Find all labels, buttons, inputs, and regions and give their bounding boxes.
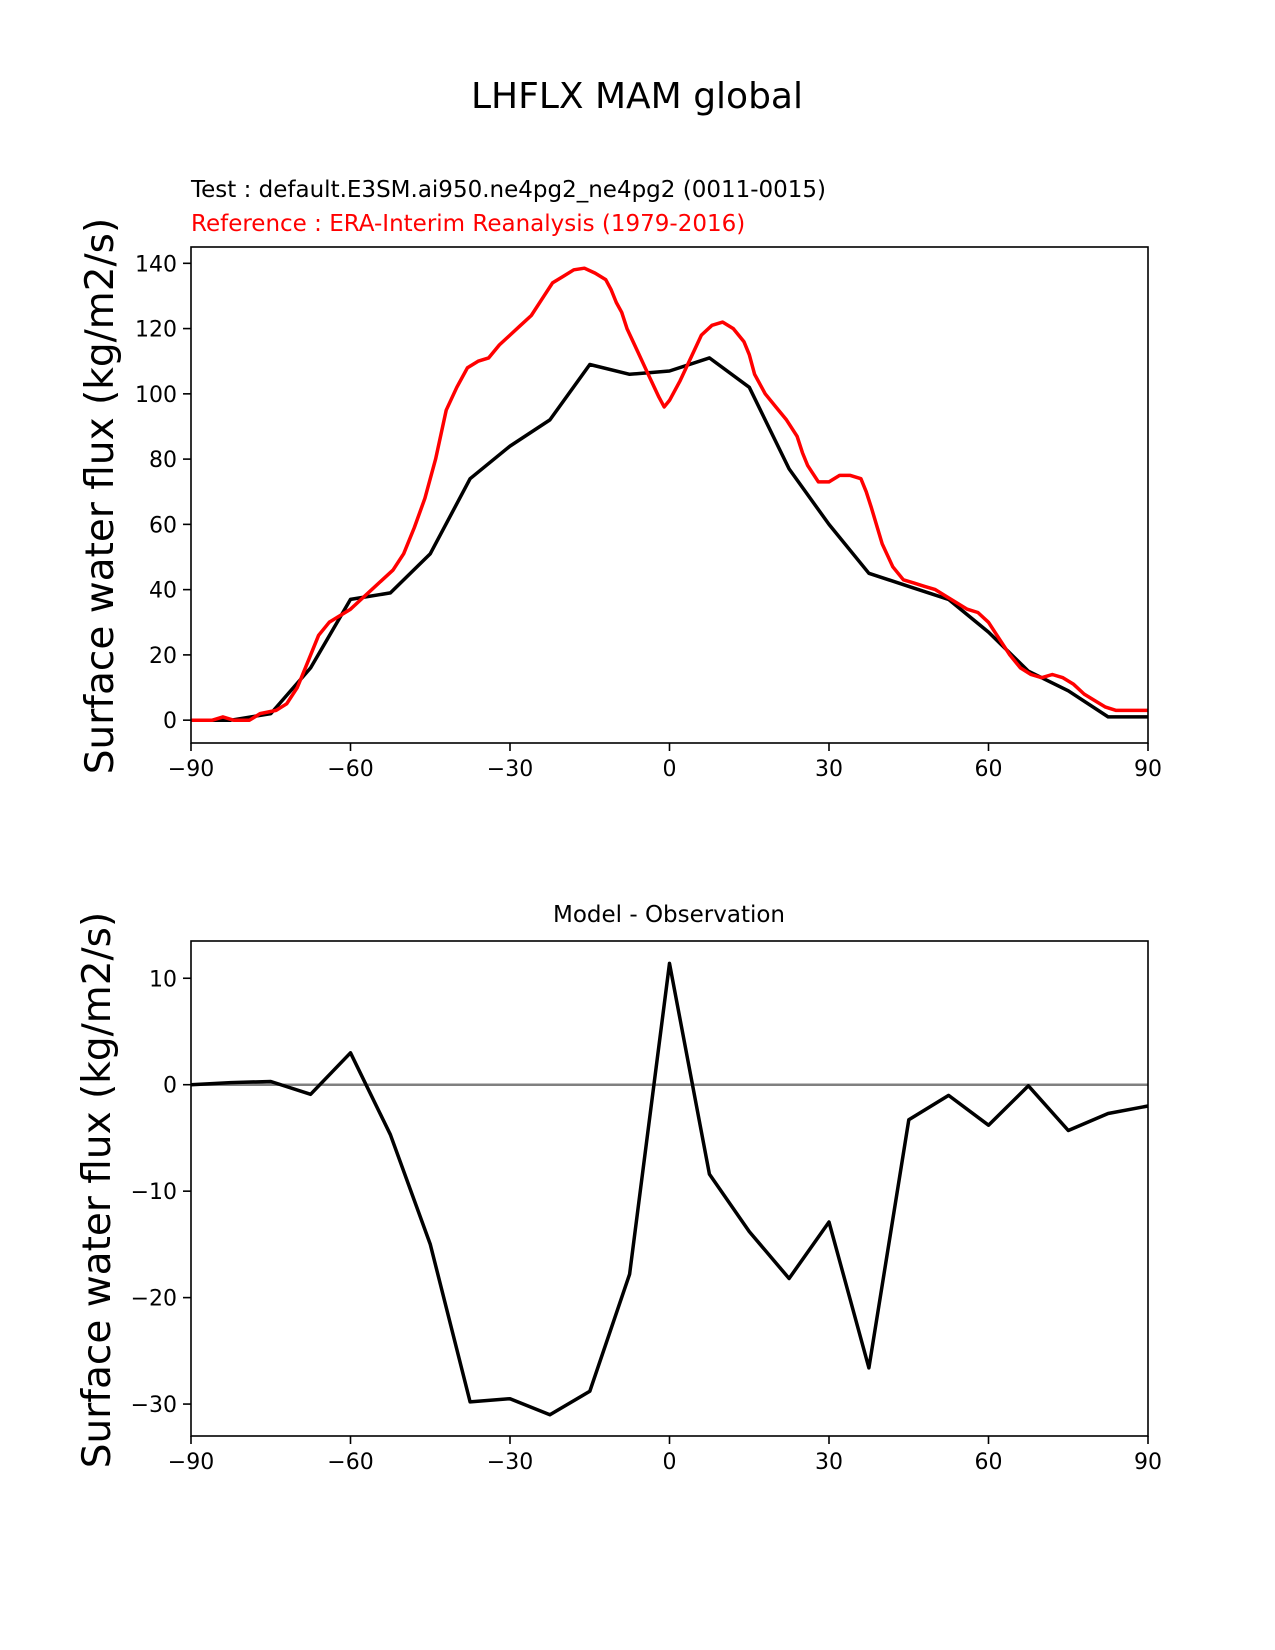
top-panel-x-tick-label: 90 (1134, 757, 1162, 782)
top-panel-y-tick-label: 120 (135, 318, 177, 343)
reference-label: Reference : ERA-Interim Reanalysis (1979… (191, 211, 745, 237)
top-panel: Test : default.E3SM.ai950.ne4pg2_ne4pg2 … (78, 177, 1162, 782)
top-panel-y-tick-label: 0 (163, 709, 177, 734)
top-panel-y-tick-label: 80 (149, 448, 177, 473)
top-y-axis-label: Surface water flux (kg/m2/s) (78, 218, 123, 774)
top-panel-x-tick-label: 30 (815, 757, 843, 782)
bottom-panel: Model - Observation Surface water flux (… (75, 902, 1162, 1475)
top-panel-x-tick-label: 0 (663, 757, 677, 782)
bottom-panel-y-tick-label: −20 (131, 1287, 177, 1312)
top-panel-y-tick-label: 40 (149, 579, 177, 604)
bottom-panel-x-tick-label: 0 (663, 1450, 677, 1475)
top-panel-x-tick-label: 60 (975, 757, 1003, 782)
bottom-panel-x-tick-label: 90 (1134, 1450, 1162, 1475)
bottom-panel-x-tick-label: −30 (487, 1450, 533, 1475)
figure-title: LHFLX MAM global (471, 76, 803, 117)
bottom-panel-x-tick-label: 30 (815, 1450, 843, 1475)
bottom-panel-x-tick-label: −90 (168, 1450, 214, 1475)
bottom-y-axis-label: Surface water flux (kg/m2/s) (75, 912, 120, 1468)
bottom-panel-y-tick-label: −10 (131, 1180, 177, 1205)
bottom-panel-series-difference (190, 961, 1149, 1417)
bottom-panel-y-tick-label: −30 (131, 1393, 177, 1418)
bottom-panel-y-tick-label: 0 (163, 1074, 177, 1099)
bottom-panel-title: Model - Observation (553, 902, 785, 928)
top-panel-series-reference (191, 266, 1148, 722)
test-label: Test : default.E3SM.ai950.ne4pg2_ne4pg2 … (190, 177, 826, 203)
top-panel-y-tick-label: 140 (135, 252, 177, 277)
top-panel-series-test (191, 356, 1148, 722)
bottom-panel-x-tick-label: 60 (975, 1450, 1003, 1475)
top-panel-y-tick-label: 20 (149, 644, 177, 669)
bottom-panel-y-tick-label: 10 (149, 967, 177, 992)
top-panel-x-tick-label: −90 (168, 757, 214, 782)
top-panel-y-tick-label: 60 (149, 513, 177, 538)
top-panel-x-tick-label: −60 (327, 757, 373, 782)
bottom-panel-x-tick-label: −60 (327, 1450, 373, 1475)
top-panel-x-tick-label: −30 (487, 757, 533, 782)
top-panel-y-tick-label: 100 (135, 383, 177, 408)
